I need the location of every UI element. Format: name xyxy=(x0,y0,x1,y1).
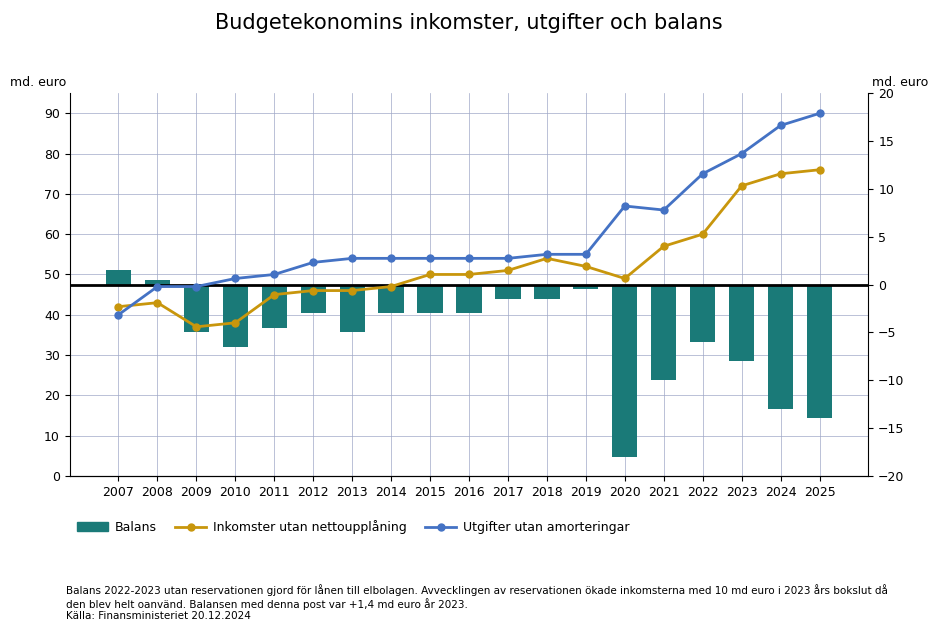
Bar xyxy=(262,285,287,328)
Bar xyxy=(378,285,403,313)
Legend: Balans, Inkomster utan nettoupplåning, Utgifter utan amorteringar: Balans, Inkomster utan nettoupplåning, U… xyxy=(72,515,634,539)
Bar xyxy=(807,285,832,418)
Text: md. euro: md. euro xyxy=(9,77,66,89)
Bar xyxy=(535,285,560,299)
Text: Budgetekonomins inkomster, utgifter och balans: Budgetekonomins inkomster, utgifter och … xyxy=(215,13,723,33)
Bar xyxy=(106,270,131,285)
Text: md. euro: md. euro xyxy=(872,77,929,89)
Bar xyxy=(417,285,443,313)
Bar xyxy=(340,285,365,332)
Bar xyxy=(222,285,248,347)
Bar xyxy=(651,285,676,380)
Bar xyxy=(184,285,209,332)
Bar xyxy=(729,285,754,361)
Text: Balans 2022-2023 utan reservationen gjord för lånen till elbolagen. Avvecklingen: Balans 2022-2023 utan reservationen gjor… xyxy=(66,584,887,621)
Bar xyxy=(144,280,170,285)
Bar xyxy=(613,285,638,456)
Bar xyxy=(768,285,794,409)
Bar xyxy=(573,285,598,289)
Bar xyxy=(690,285,716,342)
Bar xyxy=(495,285,521,299)
Bar xyxy=(300,285,325,313)
Bar xyxy=(457,285,481,313)
